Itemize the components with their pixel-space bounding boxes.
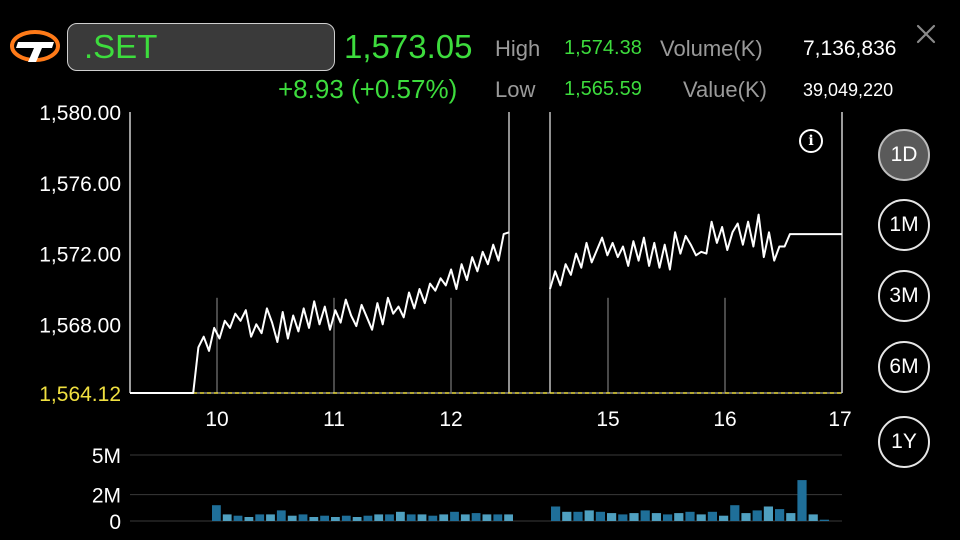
volume-bar bbox=[640, 510, 650, 521]
volume-bar bbox=[607, 513, 617, 521]
x-tick-label: 15 bbox=[596, 408, 619, 431]
volume-bar bbox=[266, 514, 275, 521]
close-icon[interactable] bbox=[914, 22, 938, 46]
volume-bar bbox=[696, 514, 706, 521]
x-tick-label: 17 bbox=[828, 408, 851, 431]
volume-tick-label: 5M bbox=[92, 445, 121, 468]
volume-bar bbox=[629, 513, 639, 521]
price-change: +8.93 (+0.57%) bbox=[278, 74, 458, 104]
volume-bar bbox=[341, 515, 351, 521]
volume-bar bbox=[471, 513, 481, 521]
x-tick-label: 12 bbox=[439, 408, 462, 431]
volume-bar bbox=[819, 519, 829, 521]
info-icon[interactable]: i bbox=[799, 129, 823, 153]
volume-bar bbox=[786, 513, 796, 521]
volume-label: Volume(K) bbox=[660, 36, 763, 61]
x-tick-label: 10 bbox=[205, 408, 228, 431]
low-label: Low bbox=[495, 77, 536, 102]
volume-bar bbox=[504, 514, 513, 521]
volume-bar bbox=[730, 505, 740, 521]
period-button-1y[interactable]: 1Y bbox=[878, 416, 930, 468]
volume-bar bbox=[595, 511, 605, 521]
volume-bar bbox=[450, 511, 459, 521]
volume-bar bbox=[406, 514, 416, 521]
volume-bar bbox=[363, 515, 373, 521]
volume-bar bbox=[309, 517, 319, 521]
volume-bar bbox=[551, 506, 561, 521]
volume-bar bbox=[439, 514, 449, 521]
volume-bar bbox=[460, 514, 470, 521]
volume-bar bbox=[584, 510, 594, 521]
value-label: Value(K) bbox=[683, 77, 767, 102]
volume-bar bbox=[287, 515, 297, 521]
volume-tick-label: 2M bbox=[92, 485, 121, 508]
period-button-1d[interactable]: 1D bbox=[878, 129, 930, 181]
volume-bar bbox=[222, 514, 232, 521]
high-label: High bbox=[495, 36, 541, 61]
volume-bar bbox=[331, 517, 340, 521]
volume-bar bbox=[719, 515, 729, 521]
volume-bar bbox=[212, 505, 221, 521]
volume-bar bbox=[417, 514, 427, 521]
y-tick-label: 1,580.00 bbox=[39, 102, 121, 125]
volume-bar bbox=[651, 513, 661, 521]
y-tick-label: 1,576.00 bbox=[39, 173, 121, 196]
symbol-input[interactable]: .SET bbox=[67, 23, 335, 71]
volume-bar bbox=[244, 517, 254, 521]
volume-bar bbox=[482, 514, 492, 521]
volume-bar bbox=[674, 513, 684, 521]
volume-bar bbox=[493, 514, 503, 521]
volume-bar bbox=[428, 515, 438, 521]
volume-bar bbox=[320, 515, 329, 521]
x-tick-label: 11 bbox=[323, 408, 345, 431]
volume-tick-label: 0 bbox=[109, 511, 121, 534]
volume-bar bbox=[797, 480, 807, 521]
volume-bar bbox=[352, 517, 362, 521]
volume-bar bbox=[775, 509, 785, 521]
last-price: 1,573.05 bbox=[344, 28, 473, 65]
low-value: 1,565.59 bbox=[564, 78, 642, 100]
volume-value: 7,136,836 bbox=[803, 37, 897, 60]
volume-bar bbox=[573, 511, 583, 521]
volume-bar bbox=[298, 514, 308, 521]
volume-bar bbox=[707, 511, 717, 521]
y-tick-label: 1,568.00 bbox=[39, 314, 121, 337]
volume-bar bbox=[763, 506, 773, 521]
price-line-morning bbox=[130, 231, 510, 394]
volume-bar bbox=[752, 510, 762, 521]
volume-bar bbox=[396, 511, 405, 521]
volume-bar bbox=[663, 514, 673, 521]
period-button-1m[interactable]: 1M bbox=[878, 199, 930, 251]
price-line-afternoon bbox=[549, 213, 842, 290]
y-tick-label: 1,572.00 bbox=[39, 244, 121, 267]
volume-bar bbox=[255, 514, 265, 521]
volume-bar bbox=[618, 514, 628, 521]
volume-bar bbox=[233, 515, 243, 521]
value-value: 39,049,220 bbox=[803, 80, 894, 100]
high-value: 1,574.38 bbox=[564, 37, 642, 59]
x-tick-label: 16 bbox=[713, 408, 736, 431]
period-button-6m[interactable]: 6M bbox=[878, 341, 930, 393]
volume-bar bbox=[385, 514, 394, 521]
period-button-3m[interactable]: 3M bbox=[878, 270, 930, 322]
volume-bar bbox=[741, 513, 751, 521]
volume-bar bbox=[562, 511, 572, 521]
volume-bar bbox=[685, 511, 695, 521]
volume-bar bbox=[276, 510, 286, 521]
previous-close-label: 1,564.12 bbox=[39, 383, 121, 406]
logo-icon bbox=[10, 30, 60, 62]
volume-bar bbox=[808, 514, 818, 521]
volume-bar bbox=[374, 514, 384, 521]
